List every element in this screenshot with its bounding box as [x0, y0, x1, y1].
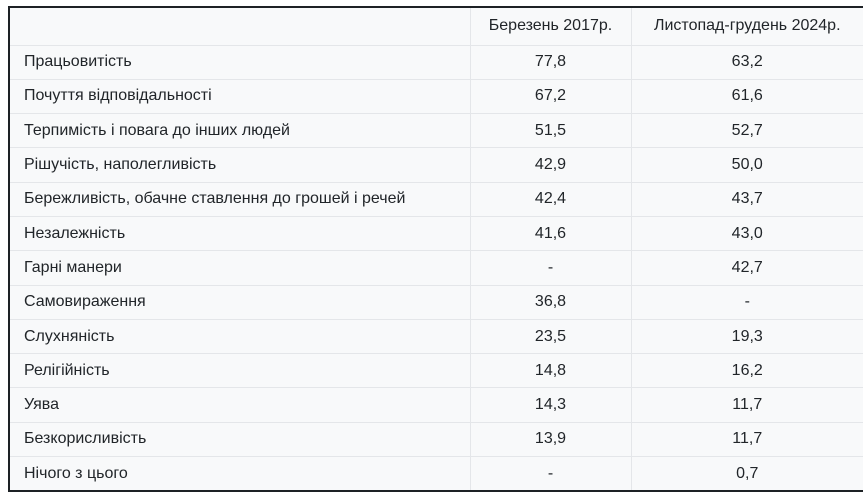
table-row: Працьовитість 77,8 63,2 — [10, 44, 863, 80]
row-label: Працьовитість — [10, 44, 470, 80]
value-cell-2017: 51,5 — [469, 113, 631, 148]
row-label: Незалежність — [10, 215, 470, 251]
row-label: Гарні манери — [10, 250, 470, 286]
table-row: Незалежність 41,6 43,0 — [10, 215, 863, 251]
row-label: Нічого з цього — [10, 456, 470, 490]
value-cell-2017: 41,6 — [469, 215, 631, 251]
column-header-march-2017: Березень 2017р. — [469, 8, 631, 45]
table-row: Почуття відповідальності 67,2 61,6 — [10, 78, 863, 114]
table-row: Терпимість і повага до інших людей 51,5 … — [10, 113, 863, 148]
value-cell-2017: 77,8 — [469, 44, 631, 80]
value-cell-2017: 13,9 — [469, 421, 631, 457]
table-row: Слухняність 23,5 19,3 — [10, 318, 863, 354]
header-row: Березень 2017р. Листопад-грудень 2024р. — [10, 8, 863, 45]
value-cell-2024: 16,2 — [630, 353, 863, 388]
values-table-container: Березень 2017р. Листопад-грудень 2024р. … — [8, 6, 863, 492]
row-label: Почуття відповідальності — [10, 78, 470, 114]
column-header-nov-dec-2024: Листопад-грудень 2024р. — [630, 8, 863, 45]
value-cell-2024: 63,2 — [630, 44, 863, 80]
row-label: Безкорисливість — [10, 421, 470, 457]
row-label: Рішучість, наполегливість — [10, 147, 470, 183]
value-cell-2017: 42,9 — [469, 147, 631, 183]
value-cell-2024: 11,7 — [630, 421, 863, 457]
row-label: Релігійність — [10, 353, 470, 388]
row-label: Уява — [10, 387, 470, 423]
table-row: Бережливість, обачне ставлення до грошей… — [10, 181, 863, 217]
table-row: Гарні манери - 42,7 — [10, 250, 863, 286]
value-cell-2017: 14,3 — [469, 387, 631, 423]
row-label: Самовираження — [10, 284, 470, 320]
value-cell-2024: 19,3 — [630, 318, 863, 354]
value-cell-2024: - — [630, 284, 863, 320]
table-row: Самовираження 36,8 - — [10, 284, 863, 320]
value-cell-2024: 43,0 — [630, 215, 863, 251]
row-label: Слухняність — [10, 318, 470, 354]
table-row: Безкорисливість 13,9 11,7 — [10, 421, 863, 457]
value-cell-2017: 42,4 — [469, 181, 631, 217]
value-cell-2024: 50,0 — [630, 147, 863, 183]
value-cell-2024: 0,7 — [630, 456, 863, 490]
value-cell-2017: - — [469, 456, 631, 490]
value-cell-2024: 61,6 — [630, 78, 863, 114]
value-cell-2017: 23,5 — [469, 318, 631, 354]
table-row: Релігійність 14,8 16,2 — [10, 353, 863, 388]
value-cell-2017: - — [469, 250, 631, 286]
table-row: Уява 14,3 11,7 — [10, 387, 863, 423]
corner-cell — [10, 8, 470, 45]
value-cell-2017: 36,8 — [469, 284, 631, 320]
row-label: Бережливість, обачне ставлення до грошей… — [10, 181, 470, 217]
value-cell-2024: 43,7 — [630, 181, 863, 217]
value-cell-2024: 42,7 — [630, 250, 863, 286]
value-cell-2017: 14,8 — [469, 353, 631, 388]
table-row: Рішучість, наполегливість 42,9 50,0 — [10, 147, 863, 183]
values-table: Березень 2017р. Листопад-грудень 2024р. … — [10, 8, 863, 490]
row-label: Терпимість і повага до інших людей — [10, 113, 470, 148]
table-row: Нічого з цього - 0,7 — [10, 456, 863, 490]
value-cell-2024: 11,7 — [630, 387, 863, 423]
value-cell-2017: 67,2 — [469, 78, 631, 114]
value-cell-2024: 52,7 — [630, 113, 863, 148]
